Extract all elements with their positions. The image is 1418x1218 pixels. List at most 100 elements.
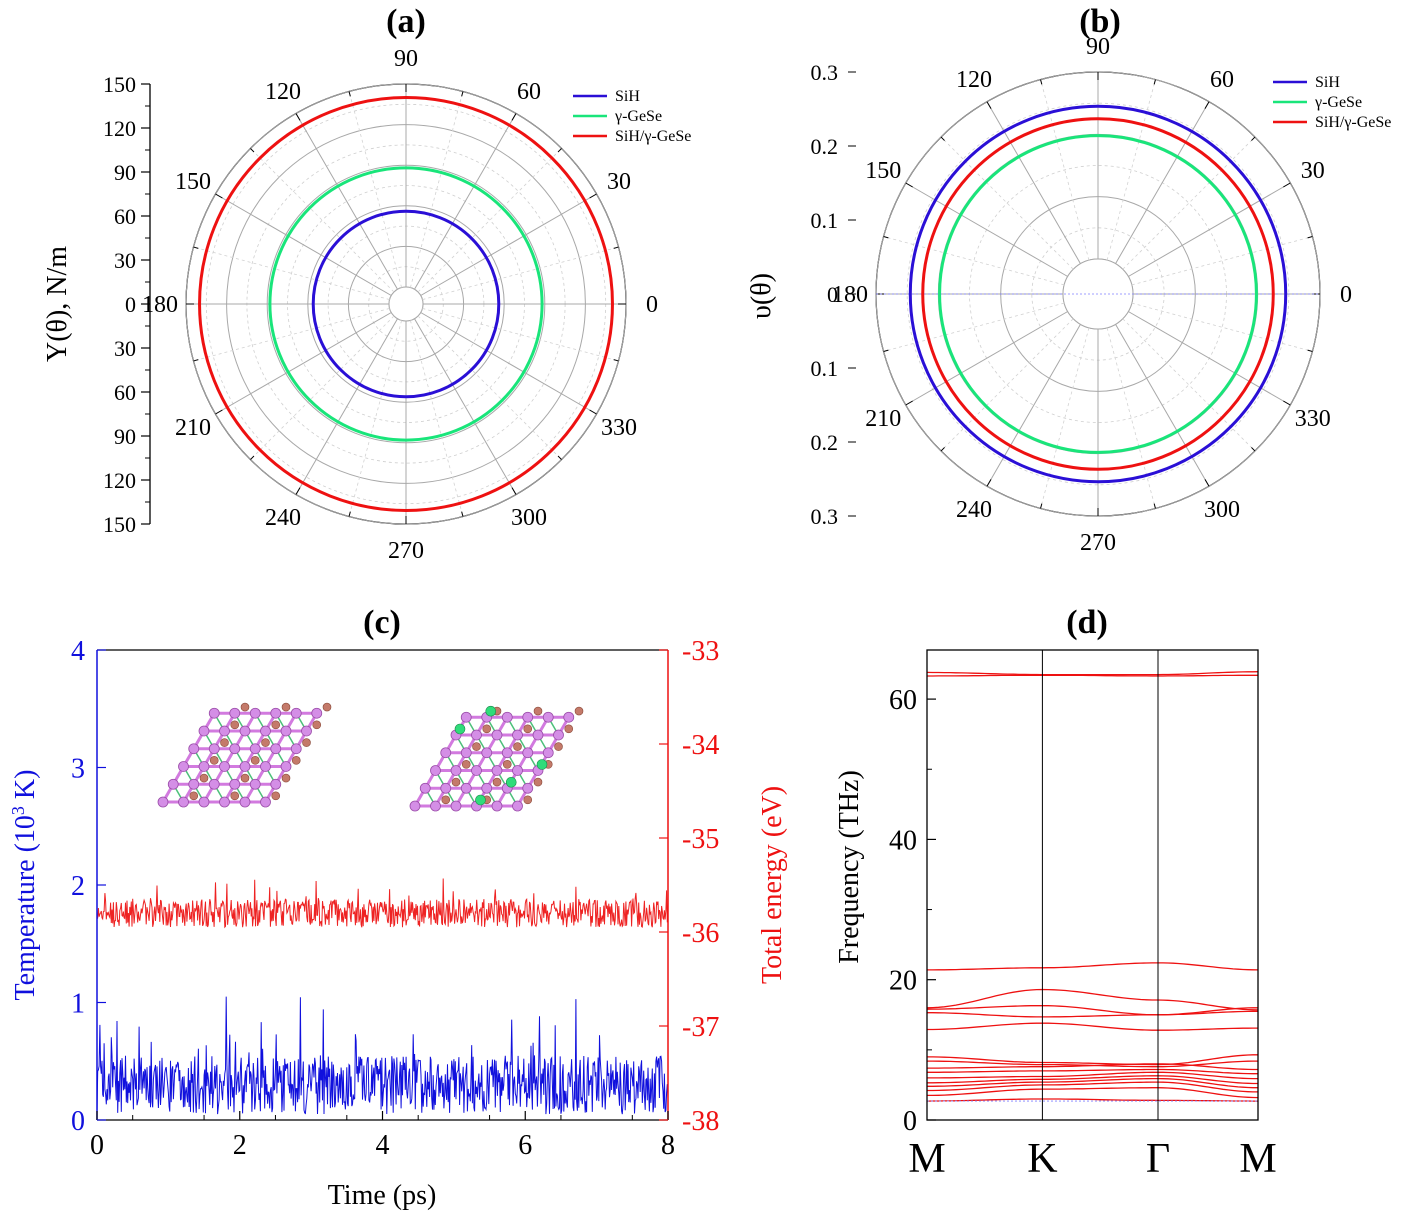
b-series-curve <box>921 117 1275 471</box>
panel-c-x-axis-label: Time (ps) <box>328 1180 437 1211</box>
c-atom-se <box>220 738 229 747</box>
a-outer-tick <box>589 409 597 415</box>
b-angle-label: 150 <box>865 158 901 184</box>
c-atom-se <box>240 773 250 783</box>
panel-c-axes: 0 2 4 6 8 0 1 2 3 4 -38 -37 -36 -35 -34 -33 <box>71 636 719 1161</box>
d-band <box>927 1087 1259 1099</box>
c-atom-se <box>533 777 543 787</box>
c-atom-se <box>554 742 563 751</box>
c-atom-se <box>291 756 301 765</box>
a-outer-tick <box>589 193 597 199</box>
c-atom-se <box>199 773 209 783</box>
c-atom-si <box>280 725 292 737</box>
c-atom-se <box>574 706 584 716</box>
c-x-tick-label: 4 <box>376 1130 390 1161</box>
c-atom-se <box>261 738 270 747</box>
c-atom-si <box>198 796 210 808</box>
b-series-curve <box>938 134 1258 454</box>
c-atom-se <box>523 724 533 734</box>
c-left-tick-label: 3 <box>71 754 85 785</box>
panel-c-left-axis-label: Temperature (103 K) <box>8 770 41 1001</box>
c-atom-si <box>522 747 534 759</box>
c-atom-si <box>188 743 200 755</box>
c-atom-se <box>312 720 322 730</box>
c-atom-si <box>219 796 230 808</box>
d-band <box>927 1075 1258 1085</box>
c-atom-si <box>491 765 503 776</box>
c-atom-si <box>481 747 493 759</box>
a-outer-tick <box>215 193 223 199</box>
panel-c-md-plot: (c) 0 2 4 6 8 0 1 2 3 4 -38 -37 -36 -35 -34 -33 Time (p… <box>8 604 788 1211</box>
panel-c-right-axis-label: Total energy (eV) <box>757 786 788 984</box>
b-outer-tick <box>1307 236 1313 239</box>
c-atom-se <box>451 777 461 787</box>
c-x-tick-label: 0 <box>90 1130 104 1161</box>
a-outer-tick <box>557 455 562 460</box>
panel-c-left-axis-label-sup: 3 <box>8 806 28 815</box>
a-angle-label: 270 <box>388 538 424 564</box>
a-radial-tick-label: 90 <box>114 160 136 185</box>
panel-b-polar-plot: (b) 0.3 0.2 0.1 0 0.1 0.2 0.3 υ(θ) 0 30 60 90 120 1… <box>746 3 1391 556</box>
c-atom-si <box>460 711 472 723</box>
c-atom-se <box>523 795 533 805</box>
c-atom-se <box>209 756 219 765</box>
c-atom-si <box>522 782 534 794</box>
a-spoke <box>414 318 517 495</box>
c-atom-si <box>167 778 179 790</box>
a-outer-tick <box>215 409 223 415</box>
d-band <box>927 1081 1258 1093</box>
panel-b-legend: SiH γ-GeSe SiH/γ-GeSe <box>1273 74 1391 131</box>
b-outer-tick <box>883 349 889 352</box>
b-outer-tick <box>1204 479 1210 487</box>
c-atom-si <box>280 761 292 772</box>
b-outer-tick <box>986 101 992 109</box>
c-atom-si <box>290 743 302 755</box>
c-atom-se <box>271 791 281 801</box>
a-spoke <box>348 320 402 517</box>
a-outer-tick <box>511 487 517 495</box>
a-spoke <box>420 193 597 296</box>
b-outer-tick <box>1204 101 1210 109</box>
b-spoke <box>940 318 1074 452</box>
c-atom-si <box>460 782 472 794</box>
c-atom-si <box>512 765 523 776</box>
c-atom-si <box>208 778 220 790</box>
a-radial-tick-label: 90 <box>114 424 136 449</box>
c-atom-se <box>189 791 199 801</box>
c-atom-si <box>512 800 523 812</box>
b-spoke <box>883 236 1065 286</box>
b-legend-entry: SiH <box>1315 74 1340 91</box>
c-atom-si <box>249 707 261 719</box>
c-atom-se <box>492 777 502 787</box>
a-outer-tick <box>461 511 464 517</box>
a-spoke <box>193 246 390 300</box>
panel-b-y-axis-label: υ(θ) <box>746 273 777 319</box>
c-atom-si <box>229 778 241 790</box>
a-spoke <box>250 148 395 293</box>
panel-a-grid <box>185 83 627 525</box>
panel-a-legend: SiH γ-GeSe SiH/γ-GeSe <box>573 88 691 145</box>
c-atom-se <box>302 738 311 747</box>
a-outer-tick <box>348 91 351 97</box>
c-atom-si <box>419 782 431 794</box>
c-atom-se <box>271 720 281 730</box>
b-angle-label: 180 <box>832 282 868 308</box>
c-atom-si <box>409 800 421 812</box>
c-atom-si <box>501 711 513 723</box>
b-outer-tick <box>940 447 945 452</box>
c-atom-si <box>270 707 282 719</box>
c-structure-inset <box>409 705 584 812</box>
c-atom-si <box>481 782 493 794</box>
a-radial-tick-label: 150 <box>103 512 136 537</box>
c-atom-se <box>502 760 512 769</box>
b-spoke <box>1106 79 1156 261</box>
a-spoke <box>295 113 398 290</box>
panel-c-left-axis-label-main: Temperature (10 <box>10 815 41 1000</box>
b-outer-tick <box>1307 349 1313 352</box>
d-band <box>927 1068 1258 1075</box>
a-spoke <box>420 312 597 415</box>
a-series-curve <box>198 96 614 512</box>
b-legend-entry: SiH/γ-GeSe <box>1315 114 1391 131</box>
